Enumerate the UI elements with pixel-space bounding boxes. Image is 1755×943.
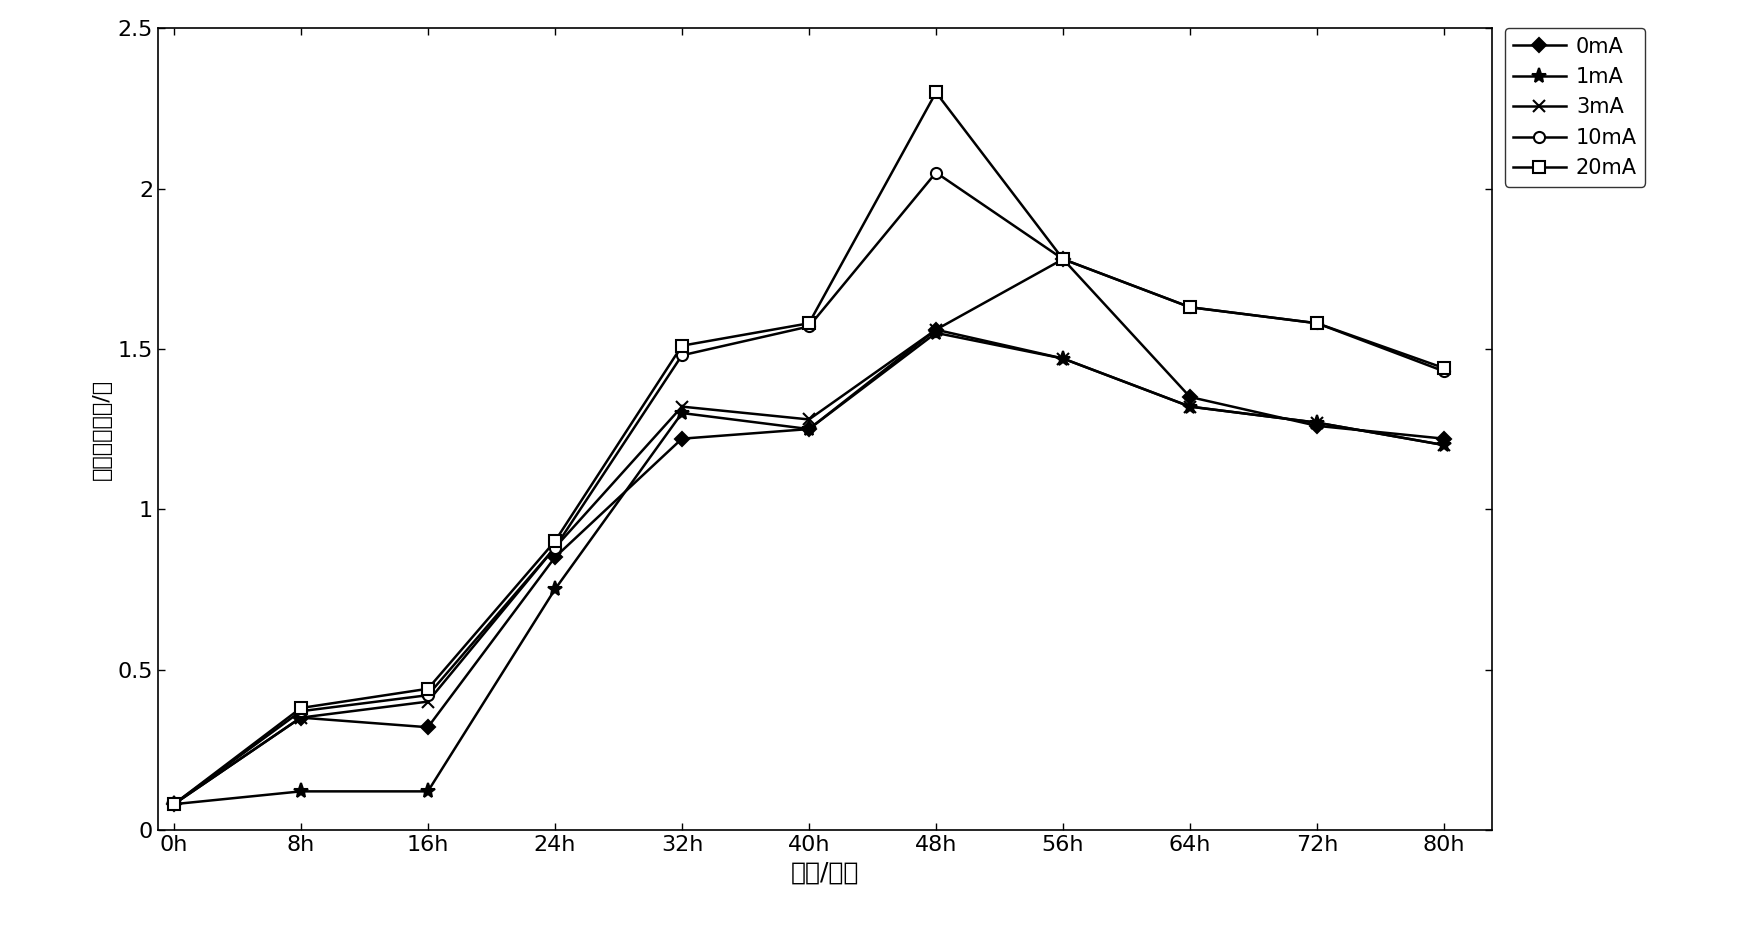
- 10mA: [1434, 366, 1455, 377]
- Y-axis label: 菌体累积数量/亿: 菌体累积数量/亿: [91, 378, 112, 480]
- Legend: 0mA, 1mA, 3mA, 10mA, 20mA: 0mA, 1mA, 3mA, 10mA, 20mA: [1506, 28, 1644, 187]
- 10mA: [1179, 302, 1200, 313]
- 1mA: [1306, 417, 1327, 428]
- 3mA: [672, 401, 693, 412]
- 3mA: [418, 696, 439, 707]
- 10mA: [672, 350, 693, 361]
- 1mA: [1434, 439, 1455, 451]
- 3mA: [1053, 353, 1074, 364]
- 0mA: [1306, 421, 1327, 432]
- 3mA: [1306, 417, 1327, 428]
- 10mA: [418, 689, 439, 701]
- Line: 1mA: 1mA: [167, 325, 1451, 812]
- Line: 3mA: 3mA: [167, 323, 1450, 810]
- 20mA: [799, 318, 820, 329]
- 10mA: [544, 542, 565, 554]
- 1mA: [163, 799, 184, 810]
- 1mA: [925, 327, 946, 339]
- 20mA: [1179, 302, 1200, 313]
- 3mA: [163, 799, 184, 810]
- 10mA: [163, 799, 184, 810]
- Line: 20mA: 20mA: [168, 87, 1450, 810]
- 0mA: [672, 433, 693, 444]
- 1mA: [1179, 401, 1200, 412]
- 0mA: [1053, 254, 1074, 265]
- Line: 0mA: 0mA: [168, 255, 1450, 809]
- 20mA: [290, 703, 311, 714]
- 1mA: [672, 407, 693, 419]
- 10mA: [1053, 254, 1074, 265]
- 10mA: [1306, 318, 1327, 329]
- 0mA: [1179, 391, 1200, 403]
- 0mA: [1434, 433, 1455, 444]
- 20mA: [672, 340, 693, 352]
- 3mA: [1434, 439, 1455, 451]
- 10mA: [925, 167, 946, 178]
- 3mA: [290, 712, 311, 723]
- 0mA: [544, 552, 565, 563]
- 1mA: [799, 423, 820, 435]
- Line: 10mA: 10mA: [168, 167, 1450, 810]
- 10mA: [799, 321, 820, 332]
- 0mA: [290, 712, 311, 723]
- 1mA: [544, 584, 565, 595]
- 3mA: [544, 542, 565, 554]
- 1mA: [418, 786, 439, 797]
- 3mA: [799, 414, 820, 425]
- 3mA: [1179, 401, 1200, 412]
- 1mA: [290, 786, 311, 797]
- 20mA: [1306, 318, 1327, 329]
- 1mA: [1053, 353, 1074, 364]
- 0mA: [163, 799, 184, 810]
- X-axis label: 时间/小时: 时间/小时: [792, 860, 858, 885]
- 10mA: [290, 705, 311, 717]
- 0mA: [418, 721, 439, 733]
- 20mA: [1434, 362, 1455, 373]
- 20mA: [1053, 254, 1074, 265]
- 20mA: [925, 87, 946, 98]
- 20mA: [544, 536, 565, 547]
- 3mA: [925, 324, 946, 336]
- 20mA: [163, 799, 184, 810]
- 20mA: [418, 683, 439, 694]
- 0mA: [799, 423, 820, 435]
- 0mA: [925, 324, 946, 336]
